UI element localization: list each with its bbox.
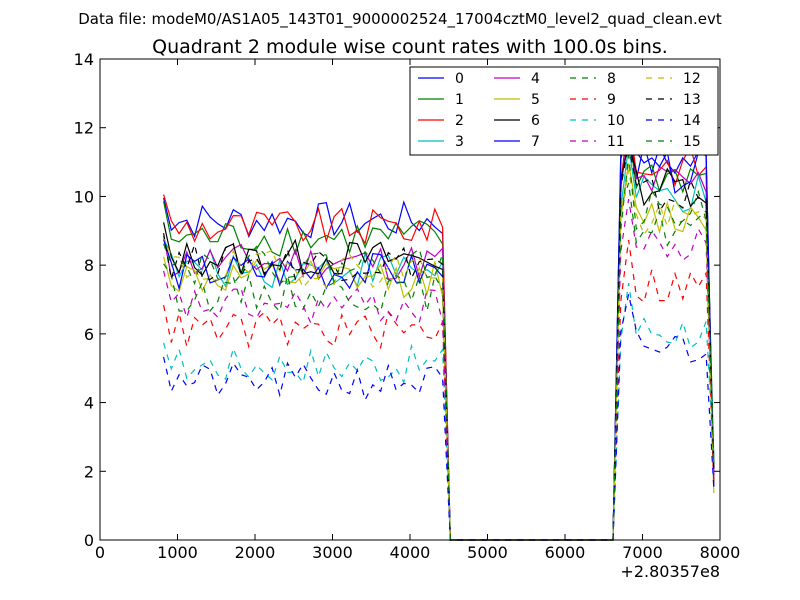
x-offset-label: +2.80357e8 [620,562,720,581]
legend-label-8: 8 [607,71,616,87]
legend-label-11: 11 [607,134,625,150]
legend-label-10: 10 [607,113,625,129]
legend-label-4: 4 [531,71,540,87]
y-tick-label: 14 [74,50,94,69]
series-10-line [163,283,715,541]
x-axis: 0 1000 2000 3000 4000 5000 6000 7000 8000 [95,59,740,562]
x-tick-label: 5000 [467,543,508,562]
y-tick-label: 12 [74,119,94,138]
series-3-line [163,145,715,541]
x-tick-label: 3000 [312,543,353,562]
legend-label-14: 14 [683,113,701,129]
chart-title: Quadrant 2 module wise count rates with … [152,36,668,58]
x-tick-label: 8000 [700,543,741,562]
x-tick-label: 1000 [157,543,198,562]
legend-label-5: 5 [531,92,540,108]
series-15-line [163,155,715,541]
y-tick-label: 6 [84,325,94,344]
x-tick-label: 7000 [622,543,663,562]
series-14-line [163,294,715,541]
legend-label-15: 15 [683,134,701,150]
series-13-line [163,144,715,541]
suptitle: Data file: modeM0/AS1A05_143T01_90000025… [78,10,722,29]
series-6-line [163,142,715,541]
series-12-line [163,169,715,541]
legend-frame [409,66,719,156]
legend-label-1: 1 [455,92,464,108]
y-tick-label: 2 [84,462,94,481]
y-tick-label: 4 [84,394,94,413]
y-tick-label: 10 [74,187,94,206]
legend-label-12: 12 [683,71,701,87]
x-tick-label: 0 [95,543,105,562]
legend-label-7: 7 [531,134,540,150]
legend-label-9: 9 [607,92,616,108]
y-tick-label: 0 [84,531,94,550]
y-tick-label: 8 [84,256,94,275]
legend-label-6: 6 [531,113,540,129]
legend-label-2: 2 [455,113,464,129]
x-tick-label: 6000 [545,543,586,562]
legend-label-13: 13 [683,92,701,108]
series-9-line [163,239,715,541]
x-tick-label: 2000 [235,543,276,562]
x-tick-label: 4000 [390,543,431,562]
legend-label-3: 3 [455,134,464,150]
legend-label-0: 0 [455,71,464,87]
